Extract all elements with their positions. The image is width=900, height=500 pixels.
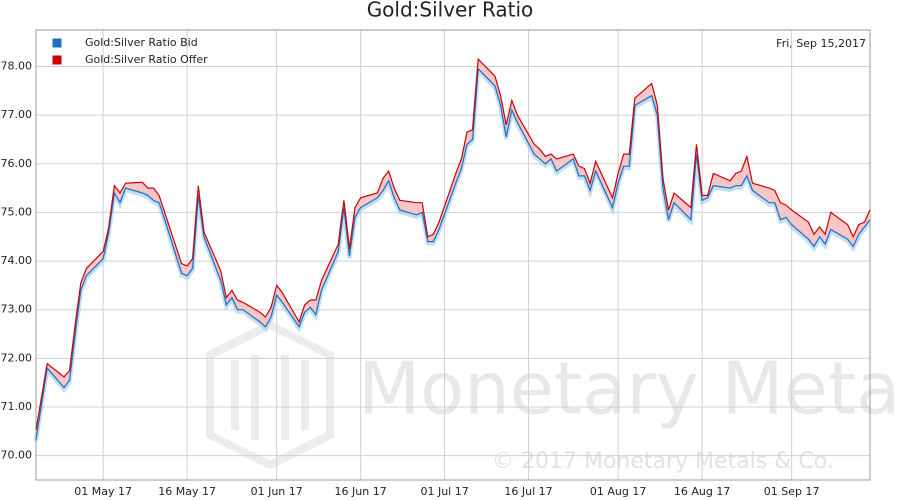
y-tick-label: 74.00 [1, 254, 33, 267]
y-tick-label: 75.00 [1, 205, 33, 218]
x-tick-label: 16 Jul 17 [504, 485, 552, 498]
chart-title: Gold:Silver Ratio [367, 0, 534, 22]
legend-label: Gold:Silver Ratio Offer [85, 53, 208, 66]
legend-swatch [51, 37, 63, 49]
series-line [35, 57, 871, 431]
x-tick-label: 01 Jun 17 [251, 485, 303, 498]
y-tick-label: 76.00 [1, 157, 33, 170]
y-tick-label: 77.00 [1, 108, 33, 121]
date-label: Fri, Sep 15,2017 [776, 37, 866, 50]
x-tick-label: 16 May 17 [158, 485, 216, 498]
y-tick-label: 73.00 [1, 303, 33, 316]
legend-swatch [51, 54, 63, 66]
x-tick-label: 01 Sep 17 [764, 485, 820, 498]
legend-label: Gold:Silver Ratio Bid [85, 36, 198, 49]
x-tick-label: 01 Aug 17 [590, 485, 646, 498]
watermark-copyright: © 2017 Monetary Metals & Co. [492, 449, 834, 474]
series-line [35, 67, 871, 440]
y-tick-label: 72.00 [1, 351, 33, 364]
watermark-logo [206, 320, 334, 470]
x-tick-label: 16 Jun 17 [335, 485, 387, 498]
x-tick-label: 01 May 17 [74, 485, 132, 498]
plot-frame [35, 29, 871, 481]
y-tick-label: 71.00 [1, 400, 33, 413]
bid-shadow [34, 66, 872, 442]
y-tick-label: 78.00 [1, 59, 33, 72]
x-tick-label: 01 Jul 17 [420, 485, 468, 498]
watermark-brand: Monetary Metals [358, 347, 900, 431]
x-tick-label: 16 Aug 17 [674, 485, 730, 498]
y-tick-label: 70.00 [1, 449, 33, 462]
